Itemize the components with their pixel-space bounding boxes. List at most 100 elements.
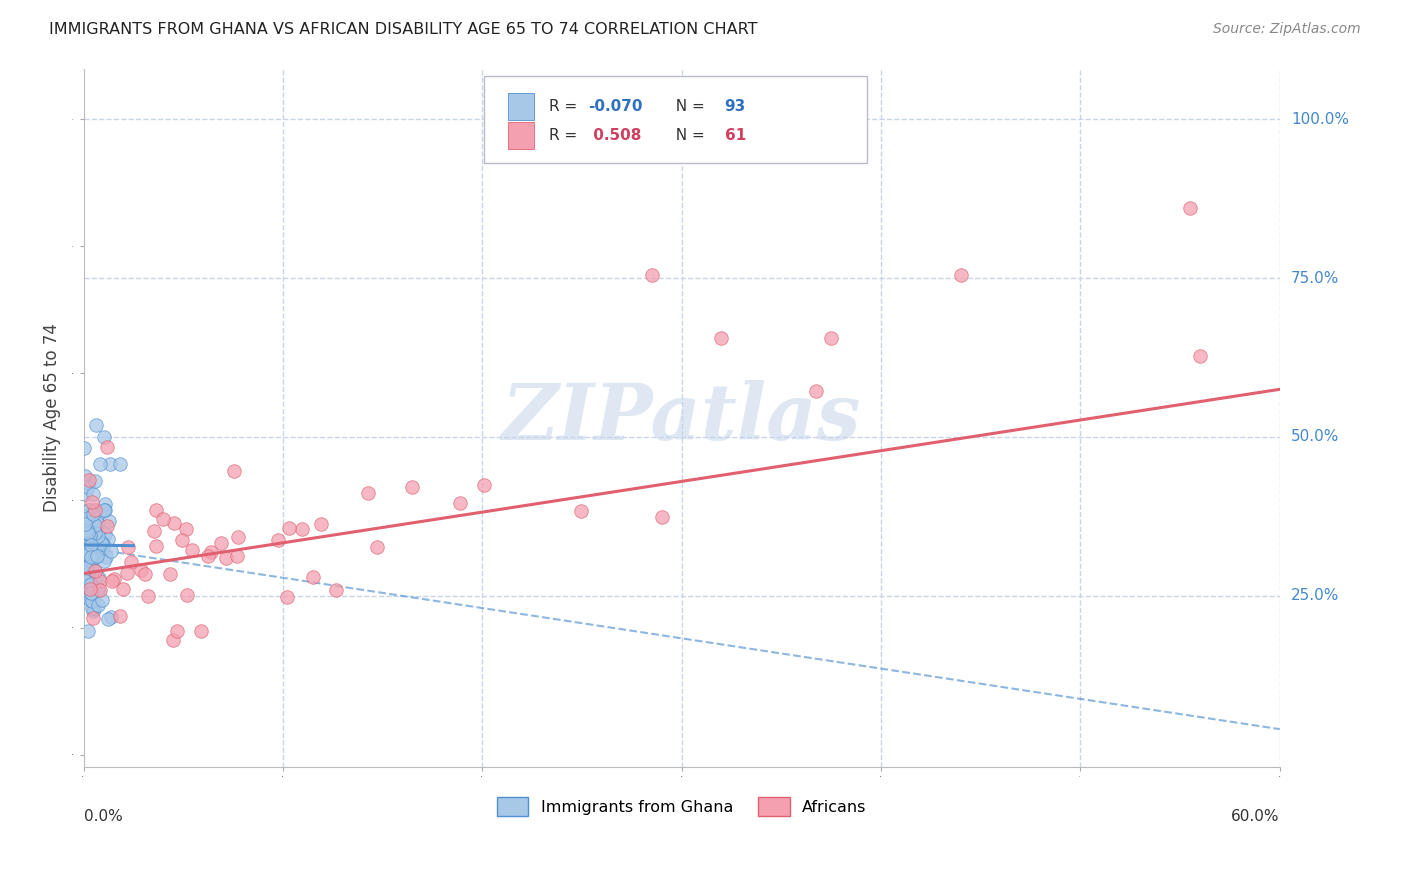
Point bbox=[197, 549, 219, 563]
Point bbox=[804, 384, 827, 398]
Point bbox=[84, 564, 107, 578]
Text: R =: R = bbox=[548, 99, 582, 114]
Point bbox=[73, 524, 96, 539]
Point bbox=[79, 473, 101, 487]
Point bbox=[108, 457, 131, 471]
Point bbox=[83, 475, 105, 489]
Text: 61: 61 bbox=[724, 128, 747, 143]
Point bbox=[83, 602, 105, 616]
Point bbox=[152, 511, 174, 525]
Point bbox=[83, 517, 105, 532]
Text: 0.0%: 0.0% bbox=[83, 809, 122, 824]
Point bbox=[86, 569, 108, 583]
Point bbox=[86, 542, 108, 557]
Point bbox=[98, 457, 121, 471]
Point bbox=[76, 573, 98, 587]
Point bbox=[325, 582, 347, 597]
Point bbox=[89, 457, 111, 471]
Point bbox=[143, 524, 166, 538]
Point bbox=[80, 494, 103, 508]
Text: 75.0%: 75.0% bbox=[1291, 270, 1339, 285]
Point bbox=[108, 609, 131, 624]
Point bbox=[710, 331, 733, 345]
Legend: Immigrants from Ghana, Africans: Immigrants from Ghana, Africans bbox=[491, 791, 873, 822]
Point bbox=[86, 516, 108, 530]
Point bbox=[77, 574, 100, 589]
Point bbox=[163, 516, 186, 530]
Point bbox=[1178, 201, 1201, 215]
Point bbox=[949, 268, 972, 282]
Point bbox=[309, 516, 332, 531]
Point bbox=[93, 503, 115, 517]
Point bbox=[80, 579, 103, 593]
Point bbox=[176, 588, 198, 602]
Point bbox=[76, 547, 98, 561]
Point bbox=[166, 624, 188, 638]
Point bbox=[77, 510, 100, 524]
Point bbox=[73, 574, 96, 589]
Point bbox=[277, 521, 299, 535]
Point bbox=[100, 609, 122, 624]
Point bbox=[115, 566, 138, 581]
Point bbox=[96, 440, 118, 454]
Point bbox=[77, 523, 100, 537]
Point bbox=[94, 526, 117, 541]
Point bbox=[73, 519, 96, 533]
Point bbox=[79, 582, 101, 596]
Text: 50.0%: 50.0% bbox=[1291, 429, 1339, 444]
Point bbox=[136, 589, 159, 603]
Point bbox=[80, 593, 103, 607]
Point bbox=[129, 563, 152, 577]
Point bbox=[77, 503, 100, 517]
Point bbox=[94, 503, 117, 517]
Point bbox=[75, 585, 97, 599]
Text: 100.0%: 100.0% bbox=[1291, 112, 1348, 127]
Text: Source: ZipAtlas.com: Source: ZipAtlas.com bbox=[1213, 22, 1361, 37]
Text: 25.0%: 25.0% bbox=[1291, 588, 1339, 603]
Point bbox=[94, 497, 117, 511]
Point bbox=[82, 604, 104, 618]
Point bbox=[73, 572, 96, 586]
Point bbox=[76, 520, 98, 534]
Point bbox=[134, 566, 156, 581]
Point bbox=[176, 522, 198, 536]
Point bbox=[80, 591, 103, 605]
Point bbox=[94, 550, 117, 565]
Point bbox=[190, 624, 212, 638]
Point bbox=[82, 504, 104, 518]
Point bbox=[75, 560, 97, 574]
Point bbox=[79, 558, 101, 572]
Point bbox=[77, 503, 100, 517]
Point bbox=[86, 582, 108, 597]
Point bbox=[276, 591, 298, 605]
Point bbox=[651, 510, 673, 524]
Point bbox=[79, 550, 101, 565]
Point bbox=[79, 586, 101, 600]
Point bbox=[93, 554, 115, 568]
Point bbox=[76, 578, 98, 592]
Point bbox=[1188, 349, 1211, 363]
Text: N =: N = bbox=[666, 128, 710, 143]
Point bbox=[357, 485, 380, 500]
Point bbox=[75, 525, 97, 540]
Point bbox=[159, 567, 181, 582]
Point bbox=[98, 514, 121, 528]
Point bbox=[366, 540, 388, 554]
Point bbox=[302, 570, 325, 584]
Point bbox=[96, 519, 118, 533]
Point bbox=[89, 574, 111, 589]
Point bbox=[641, 268, 664, 282]
Point bbox=[449, 496, 471, 510]
Point bbox=[117, 540, 139, 554]
Point bbox=[82, 611, 104, 625]
Point bbox=[211, 535, 233, 549]
Text: 93: 93 bbox=[724, 99, 747, 114]
Point bbox=[90, 535, 112, 549]
Point bbox=[83, 518, 105, 533]
Point bbox=[75, 469, 97, 483]
Point bbox=[77, 480, 100, 494]
Point bbox=[87, 529, 110, 543]
Text: R =: R = bbox=[548, 128, 582, 143]
Point bbox=[91, 537, 114, 551]
Point bbox=[73, 441, 96, 455]
